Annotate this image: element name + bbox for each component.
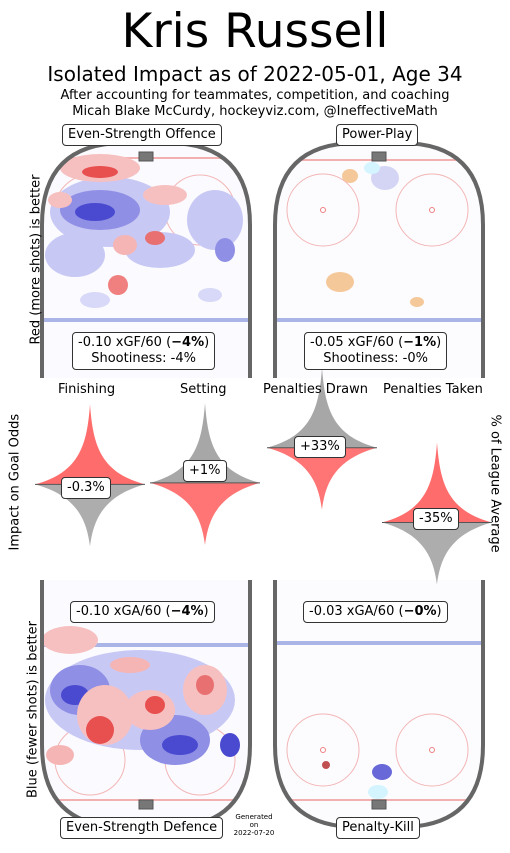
finishing-violin-upper bbox=[35, 404, 145, 485]
ev-offence-pct: −4% bbox=[171, 335, 205, 350]
finishing-value: -0.3% bbox=[61, 477, 111, 499]
ev-offence-heatmap bbox=[45, 154, 243, 308]
left-bottom-axis-label: Blue (fewer shots) is better bbox=[25, 621, 41, 798]
power-play-shootiness: Shootiness: -0% bbox=[323, 351, 428, 366]
ev-defence-title: Even-Strength Defence bbox=[60, 817, 224, 839]
finishing-violin-lower bbox=[35, 484, 145, 547]
ev-offence-stat-box: -0.10 xGF/60 (−4%) Shootiness: -4% bbox=[72, 332, 216, 370]
penalties-drawn-label: Penalties Drawn bbox=[263, 382, 368, 397]
ev-defence-stat-box: -0.10 xGA/60 (−4%) bbox=[70, 601, 215, 623]
note-line-2: Micah Blake McCurdy, hockeyviz.com, @Ine… bbox=[72, 104, 438, 119]
ev-defence-heatmap bbox=[42, 626, 240, 765]
penalty-kill-stat-box: -0.03 xGA/60 (−0%) bbox=[303, 601, 448, 623]
left-top-axis-label: Red (more shots) is better bbox=[28, 174, 44, 345]
violin-charts bbox=[35, 367, 492, 585]
power-play-stat-box: -0.05 xGF/60 (−1%) Shootiness: -0% bbox=[304, 332, 448, 370]
ev-defence-pct: −4% bbox=[170, 604, 204, 619]
generated-stamp: Generated on 2022-07-20 bbox=[233, 813, 275, 837]
penalty-kill-pct: −0% bbox=[403, 604, 437, 619]
power-play-heatmap bbox=[326, 162, 424, 307]
penalties-drawn-violin-lower bbox=[267, 447, 377, 510]
power-play-stat: -0.05 xGF/60 bbox=[310, 335, 394, 350]
power-play-pct: −1% bbox=[403, 335, 437, 350]
penalties-drawn-value: +33% bbox=[294, 436, 346, 458]
ev-offence-stat: -0.10 xGF/60 bbox=[78, 335, 162, 350]
page-title: Kris Russell bbox=[121, 4, 389, 59]
penalty-kill-stat: -0.03 xGA/60 bbox=[309, 604, 395, 619]
penalties-taken-violin-lower bbox=[382, 522, 492, 585]
left-mid-axis-label: Impact on Goal Odds bbox=[7, 413, 23, 551]
setting-label: Setting bbox=[180, 382, 227, 397]
right-mid-axis-label: % of League Average bbox=[487, 414, 503, 553]
ev-offence-title: Even-Strength Offence bbox=[62, 124, 222, 146]
ev-offence-shootiness: Shootiness: -4% bbox=[91, 351, 196, 366]
penalties-taken-label: Penalties Taken bbox=[383, 382, 483, 397]
penalties-taken-value: -35% bbox=[413, 508, 459, 530]
setting-value: +1% bbox=[183, 460, 227, 482]
penalties-taken-violin-upper bbox=[382, 442, 492, 523]
finishing-label: Finishing bbox=[58, 382, 116, 397]
note-line-1: After accounting for teammates, competit… bbox=[60, 88, 450, 103]
setting-violin-upper bbox=[150, 402, 260, 483]
power-play-title: Power-Play bbox=[336, 124, 419, 146]
penalties-drawn-violin-upper bbox=[267, 367, 377, 448]
page-subtitle: Isolated Impact as of 2022-05-01, Age 34 bbox=[47, 62, 463, 86]
penalty-kill-title: Penalty-Kill bbox=[336, 817, 420, 839]
setting-violin-lower bbox=[150, 482, 260, 545]
penalty-kill-heatmap bbox=[322, 761, 392, 799]
ev-defence-stat: -0.10 xGA/60 bbox=[76, 604, 162, 619]
